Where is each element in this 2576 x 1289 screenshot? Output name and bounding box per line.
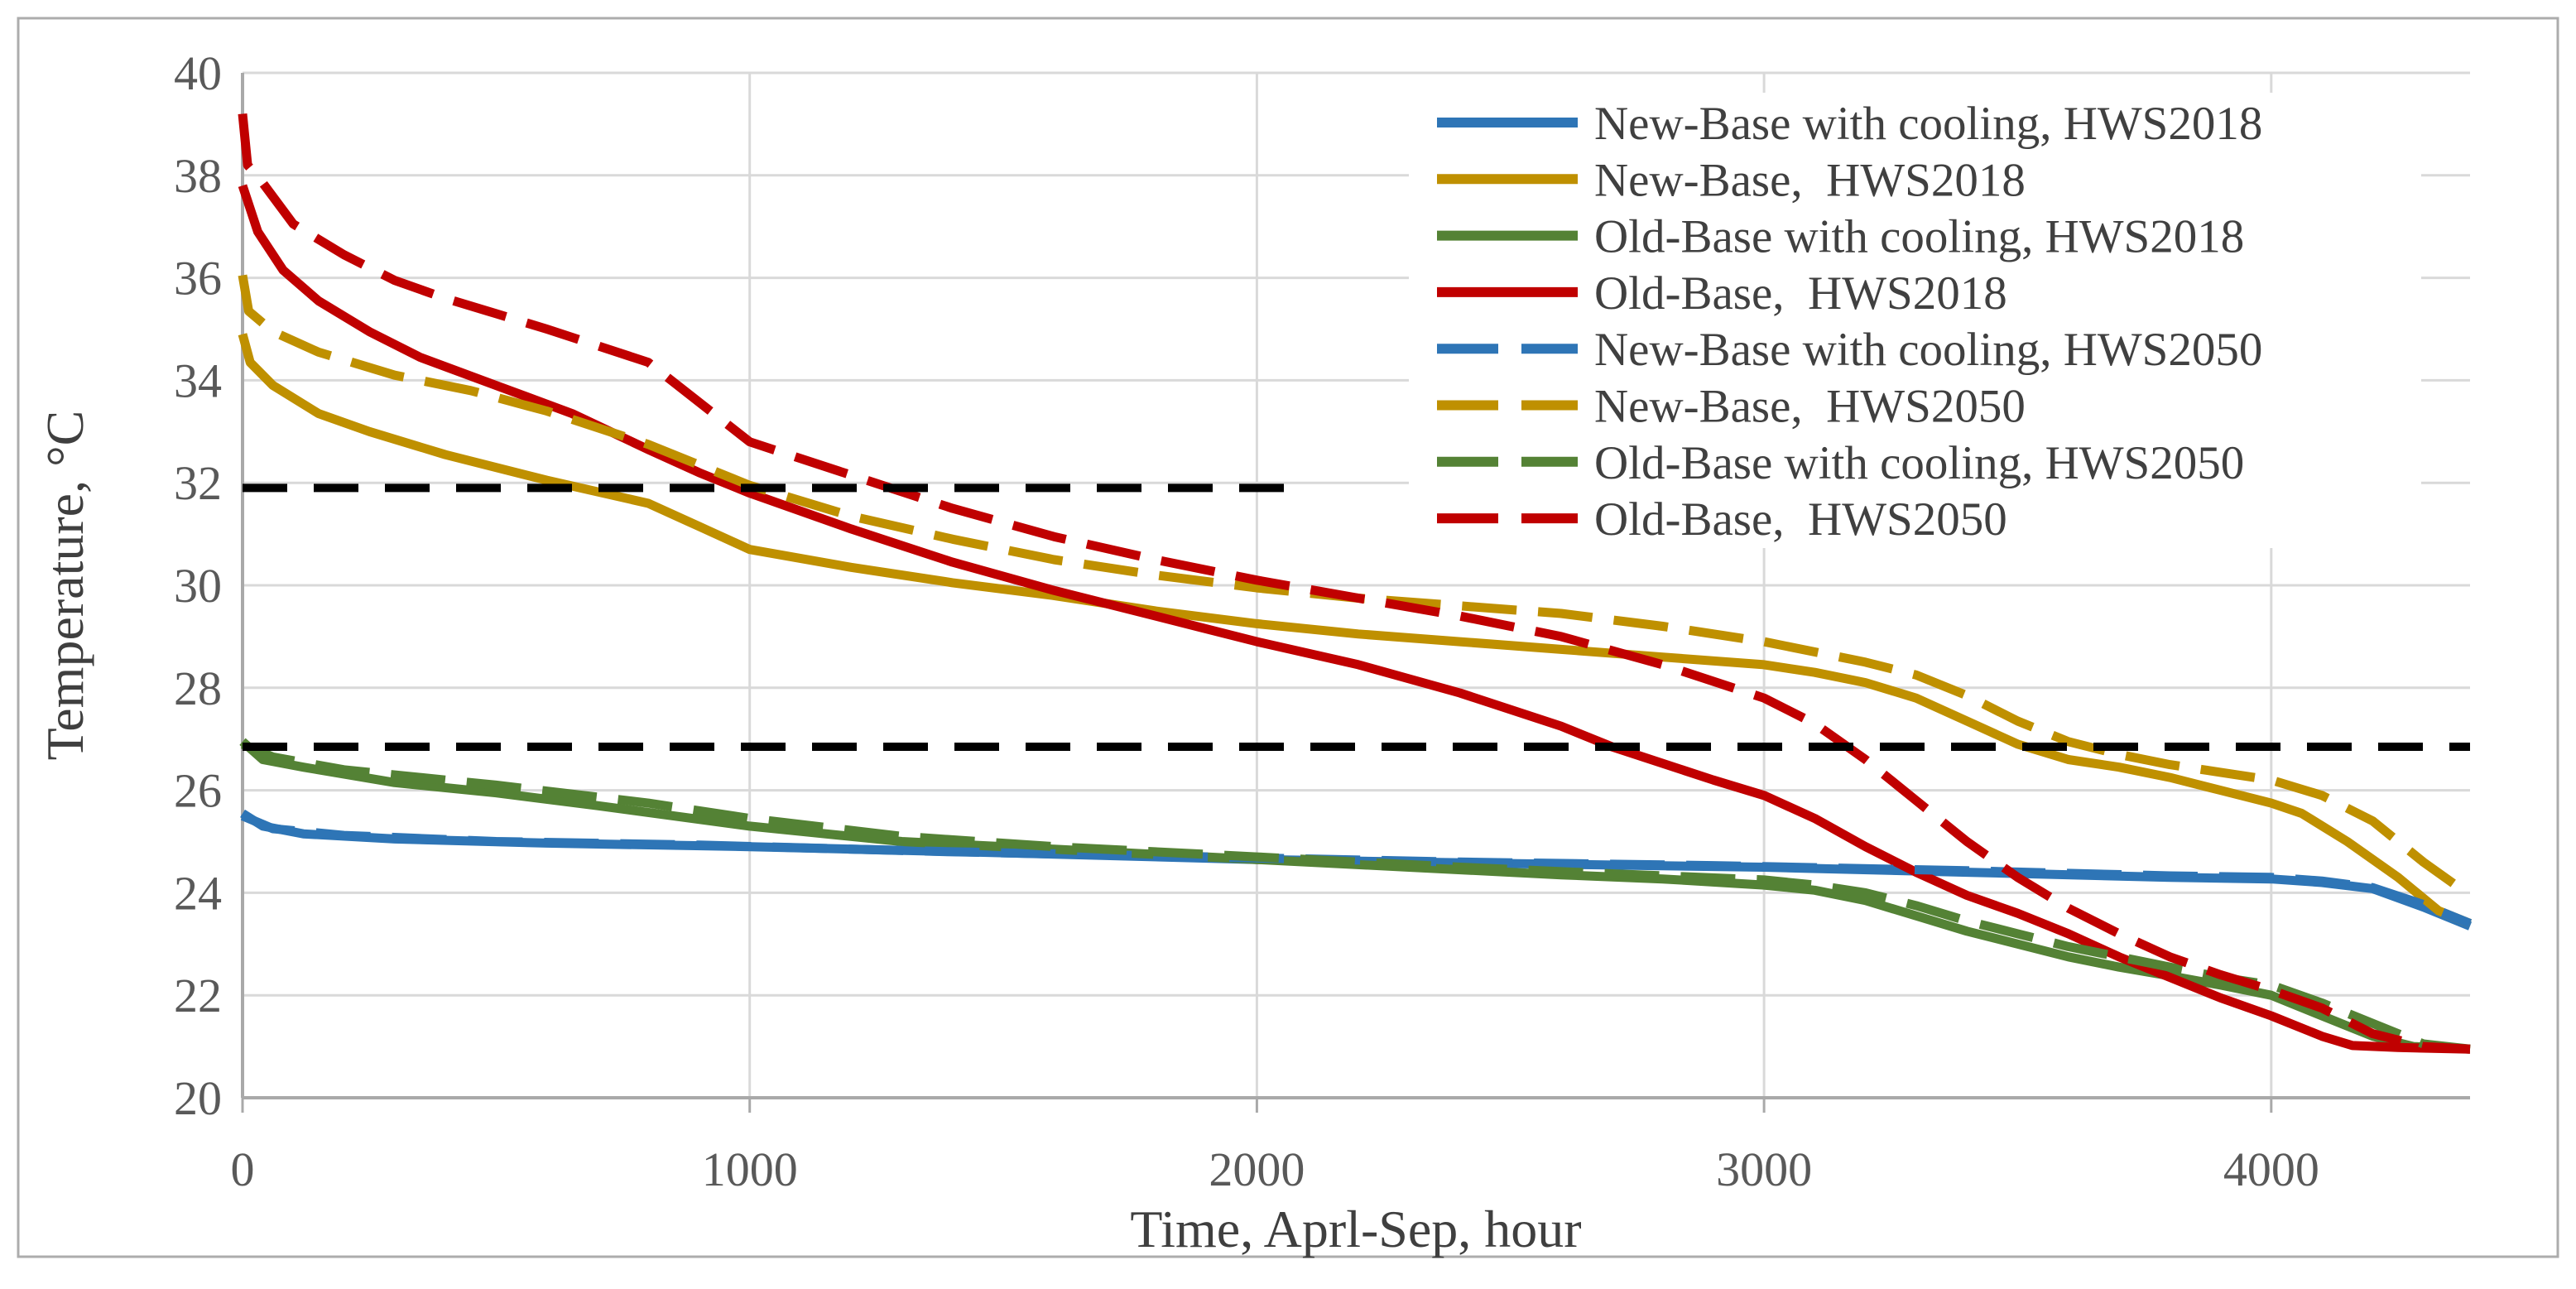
data-curves bbox=[238, 113, 2473, 1054]
x-tick-label-1000: 1000 bbox=[702, 1142, 798, 1196]
x-tick-label-2000: 2000 bbox=[1209, 1142, 1305, 1196]
curve-old-base-hws2050 bbox=[238, 113, 2471, 1054]
y-tick-label-22: 22 bbox=[174, 969, 222, 1022]
legend-label: Old-Base, HWS2018 bbox=[1594, 267, 2007, 320]
axes bbox=[241, 73, 2470, 1113]
legend-label: Old-Base, HWS2050 bbox=[1594, 493, 2007, 546]
legend-item-new-base-with-cooling-hws2050: New-Base with cooling, HWS2050 bbox=[1437, 324, 2262, 376]
curve-old-base-hws2018 bbox=[238, 184, 2471, 1054]
legend-label: New-Base, HWS2050 bbox=[1594, 381, 2026, 433]
y-tick-label-26: 26 bbox=[174, 764, 222, 818]
curve-new-base-hws2050 bbox=[238, 274, 2473, 899]
legend-item-old-base-with-cooling-hws2050: Old-Base with cooling, HWS2050 bbox=[1437, 437, 2244, 489]
y-tick-label-32: 32 bbox=[174, 456, 222, 510]
curve-old-base-with-cooling-hws2050 bbox=[240, 739, 2471, 1054]
x-tick-label-0: 0 bbox=[231, 1142, 255, 1196]
threshold-lines bbox=[243, 483, 2470, 751]
legend-label: Old-Base with cooling, HWS2050 bbox=[1594, 437, 2244, 489]
legend-label: Old-Base with cooling, HWS2018 bbox=[1594, 211, 2244, 263]
legend: New-Base with cooling, HWS2018New-Base, … bbox=[1409, 93, 2421, 548]
legend-item-old-base-hws2050: Old-Base, HWS2050 bbox=[1437, 493, 2007, 546]
curve-new-base-with-cooling-hws2050 bbox=[240, 811, 2473, 928]
y-tick-label-36: 36 bbox=[174, 252, 222, 305]
y-tick-label-40: 40 bbox=[174, 46, 222, 100]
y-tick-label-38: 38 bbox=[174, 149, 222, 203]
legend-item-new-base-hws2050: New-Base, HWS2050 bbox=[1437, 381, 2026, 433]
y-tick-label-24: 24 bbox=[174, 866, 222, 920]
legend-label: New-Base, HWS2018 bbox=[1594, 154, 2026, 206]
legend-item-new-base-with-cooling-hws2018: New-Base with cooling, HWS2018 bbox=[1437, 98, 2262, 150]
y-tick-label-28: 28 bbox=[174, 661, 222, 715]
x-axis-tick-labels: 0 1000 2000 3000 4000 bbox=[231, 1142, 2319, 1196]
legend-item-old-base-hws2018: Old-Base, HWS2018 bbox=[1437, 267, 2007, 320]
y-tick-label-34: 34 bbox=[174, 354, 222, 407]
legend-background bbox=[1409, 93, 2421, 548]
legend-label: New-Base with cooling, HWS2018 bbox=[1594, 98, 2262, 150]
y-axis-title: Temperature, °C bbox=[36, 411, 94, 761]
x-tick-label-3000: 3000 bbox=[1716, 1142, 1812, 1196]
legend-item-old-base-with-cooling-hws2018: Old-Base with cooling, HWS2018 bbox=[1437, 211, 2244, 263]
x-tick-label-4000: 4000 bbox=[2223, 1142, 2319, 1196]
x-axis-title: Time, Aprl-Sep, hour bbox=[1130, 1200, 1581, 1258]
legend-label: New-Base with cooling, HWS2050 bbox=[1594, 324, 2262, 376]
legend-item-new-base-hws2018: New-Base, HWS2018 bbox=[1437, 154, 2026, 206]
curve-old-base-with-cooling-hws2018 bbox=[239, 738, 2471, 1054]
y-axis-tick-labels: 20 22 24 26 28 30 32 34 36 38 40 bbox=[174, 46, 222, 1125]
y-tick-label-30: 30 bbox=[174, 559, 222, 613]
curve-new-base-hws2018 bbox=[238, 333, 2473, 928]
y-tick-label-20: 20 bbox=[174, 1071, 222, 1125]
